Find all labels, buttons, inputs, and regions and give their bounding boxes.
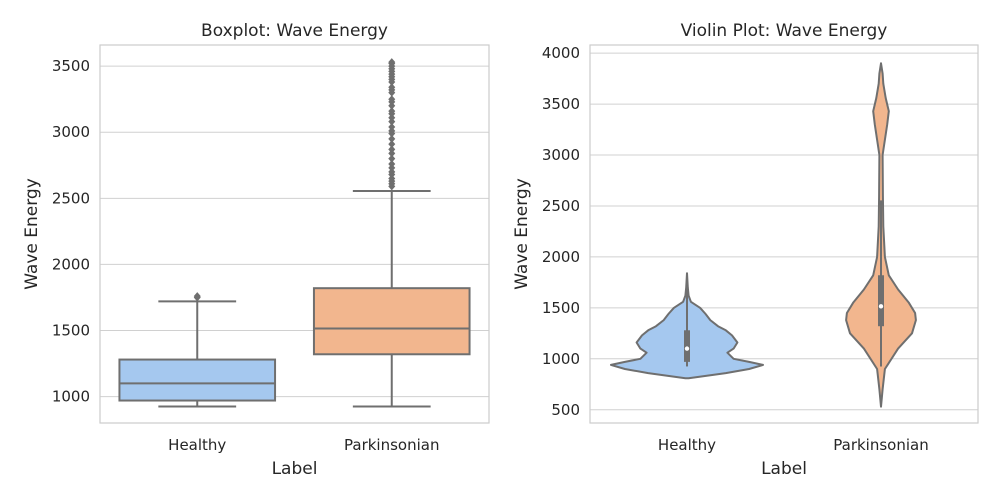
- boxplot-x-axis-label: Label: [272, 459, 318, 479]
- boxplot-title: Boxplot: Wave Energy: [201, 21, 388, 41]
- violin-x-ticks: Healthy Parkinsonian: [658, 436, 929, 454]
- violin-title: Violin Plot: Wave Energy: [681, 21, 888, 41]
- outlier-point: [388, 83, 396, 92]
- box-parkinsonian: [312, 287, 471, 356]
- x-tick-label: Parkinsonian: [344, 436, 439, 454]
- outlier-point: [388, 140, 396, 149]
- violin-iqr-box: [684, 330, 690, 362]
- outlier-point: [388, 58, 396, 67]
- y-tick-label: 3500: [542, 95, 580, 113]
- violin-x-axis-label: Label: [761, 459, 807, 479]
- boxplot-frame: [99, 44, 490, 424]
- violin-y-ticks: 500 1000 1500 2000 2500 3000 3500 4000: [542, 44, 580, 419]
- y-tick-label: 3500: [52, 57, 90, 75]
- x-tick-label: Healthy: [658, 436, 716, 454]
- y-tick-label: 1000: [542, 350, 580, 368]
- y-tick-label: 1500: [542, 299, 580, 317]
- outlier-point: [388, 122, 396, 131]
- outlier-point: [388, 159, 396, 168]
- boxplot-panel: 1000 1500 2000 2500 3000 3500 Healthy Parkinso…: [22, 21, 490, 479]
- outlier-point: [388, 145, 396, 154]
- boxplot-grid: [100, 65, 489, 398]
- outlier-point: [388, 154, 396, 163]
- violin-frame: [589, 44, 979, 424]
- y-tick-label: 3000: [542, 146, 580, 164]
- violin-median-point: [684, 346, 690, 351]
- y-tick-label: 3000: [52, 123, 90, 141]
- boxplot-y-ticks: 1000 1500 2000 2500 3000 3500: [52, 57, 90, 405]
- x-tick-label: Parkinsonian: [833, 436, 928, 454]
- violin-iqr-box: [878, 275, 884, 327]
- y-tick-label: 2500: [52, 189, 90, 207]
- y-tick-label: 1000: [52, 388, 90, 406]
- outlier-point: [193, 292, 201, 301]
- violin-median-point: [878, 304, 884, 309]
- boxplot-y-axis-label: Wave Energy: [22, 178, 42, 290]
- outlier-point: [388, 107, 396, 116]
- y-tick-label: 2000: [542, 248, 580, 266]
- x-tick-label: Healthy: [168, 436, 226, 454]
- outlier-point: [388, 95, 396, 104]
- y-tick-label: 1500: [52, 321, 90, 339]
- violin-y-axis-label: Wave Energy: [512, 178, 532, 290]
- box-healthy: [118, 358, 277, 402]
- y-tick-label: 500: [551, 401, 580, 419]
- violin-marks: [610, 62, 917, 408]
- y-tick-label: 2500: [542, 197, 580, 215]
- boxplot-x-ticks: Healthy Parkinsonian: [168, 436, 439, 454]
- boxplot-marks: [118, 58, 471, 408]
- outlier-point: [388, 134, 396, 143]
- y-tick-label: 4000: [542, 44, 580, 62]
- y-tick-label: 2000: [52, 255, 90, 273]
- violin-panel: 500 1000 1500 2000 2500 3000 3500 4000 Healthy P…: [512, 21, 979, 479]
